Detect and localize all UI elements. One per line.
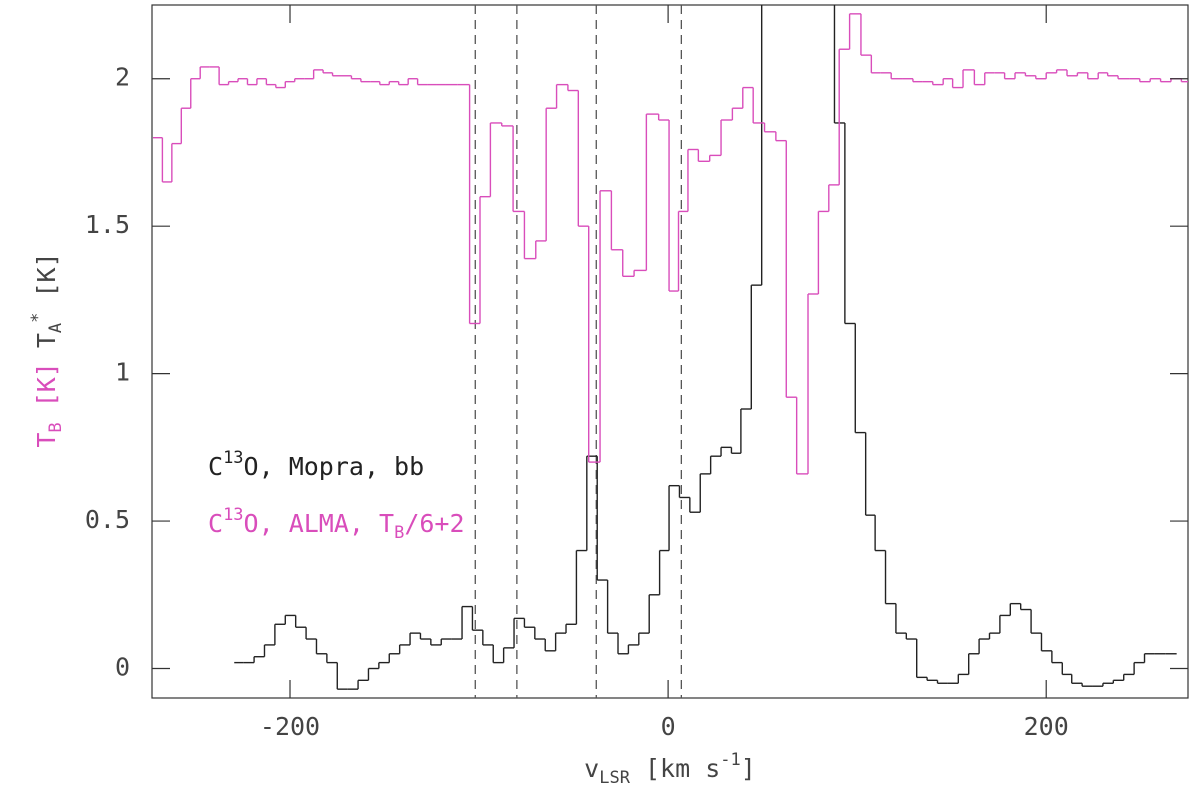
text-run: 0 xyxy=(661,712,676,741)
text-run: [K] xyxy=(32,252,61,312)
y-tick-label: 1.5 xyxy=(85,210,130,239)
y-axis-label-part: TB [K] xyxy=(32,362,66,448)
text-run: T xyxy=(32,433,61,448)
text-run: 13 xyxy=(223,448,243,468)
text-run: 0.5 xyxy=(85,505,130,534)
y-tick-label: 2 xyxy=(115,63,130,92)
plot-frame xyxy=(151,4,1189,699)
text-run: [K] xyxy=(32,362,61,422)
x-tick-label: -200 xyxy=(260,712,320,741)
text-run: -1 xyxy=(720,750,740,770)
legend-label: C13O, Mopra, bb xyxy=(208,448,424,481)
x-tick-label: 0 xyxy=(661,712,676,741)
y-tick-label: 0 xyxy=(115,653,130,682)
legend-label: C13O, ALMA, TB/6+2 xyxy=(208,505,465,543)
text-run: 1 xyxy=(115,358,130,387)
text-run: 1.5 xyxy=(85,210,130,239)
text-run: O, Mopra, bb xyxy=(244,452,425,481)
text-run: 0 xyxy=(115,653,130,682)
text-run: 200 xyxy=(1024,712,1069,741)
text-run: B xyxy=(394,523,404,543)
y-tick-label: 1 xyxy=(115,358,130,387)
text-run: ] xyxy=(741,754,756,783)
text-run: -200 xyxy=(260,712,320,741)
y-axis-label-part: TA* [K] xyxy=(28,252,66,348)
text-run: T xyxy=(32,333,61,348)
text-run: v xyxy=(584,754,599,783)
plot-area xyxy=(152,5,1188,698)
text-run: /6+2 xyxy=(404,509,464,538)
text-run: 13 xyxy=(223,505,243,525)
text-run: LSR xyxy=(599,768,630,788)
text-run: B xyxy=(46,422,66,432)
text-run: C xyxy=(208,452,223,481)
x-axis-label: vLSR [km s-1] xyxy=(584,750,756,788)
text-run: 2 xyxy=(115,63,130,92)
text-run: [km s xyxy=(630,754,720,783)
text-run: A xyxy=(46,323,66,333)
x-tick-label: 200 xyxy=(1024,712,1069,741)
text-run: O, ALMA, T xyxy=(244,509,395,538)
y-tick-label: 0.5 xyxy=(85,505,130,534)
text-run: * xyxy=(28,313,48,323)
y-axis-label: TB [K]TA* [K] xyxy=(28,252,66,447)
text-run: C xyxy=(208,509,223,538)
